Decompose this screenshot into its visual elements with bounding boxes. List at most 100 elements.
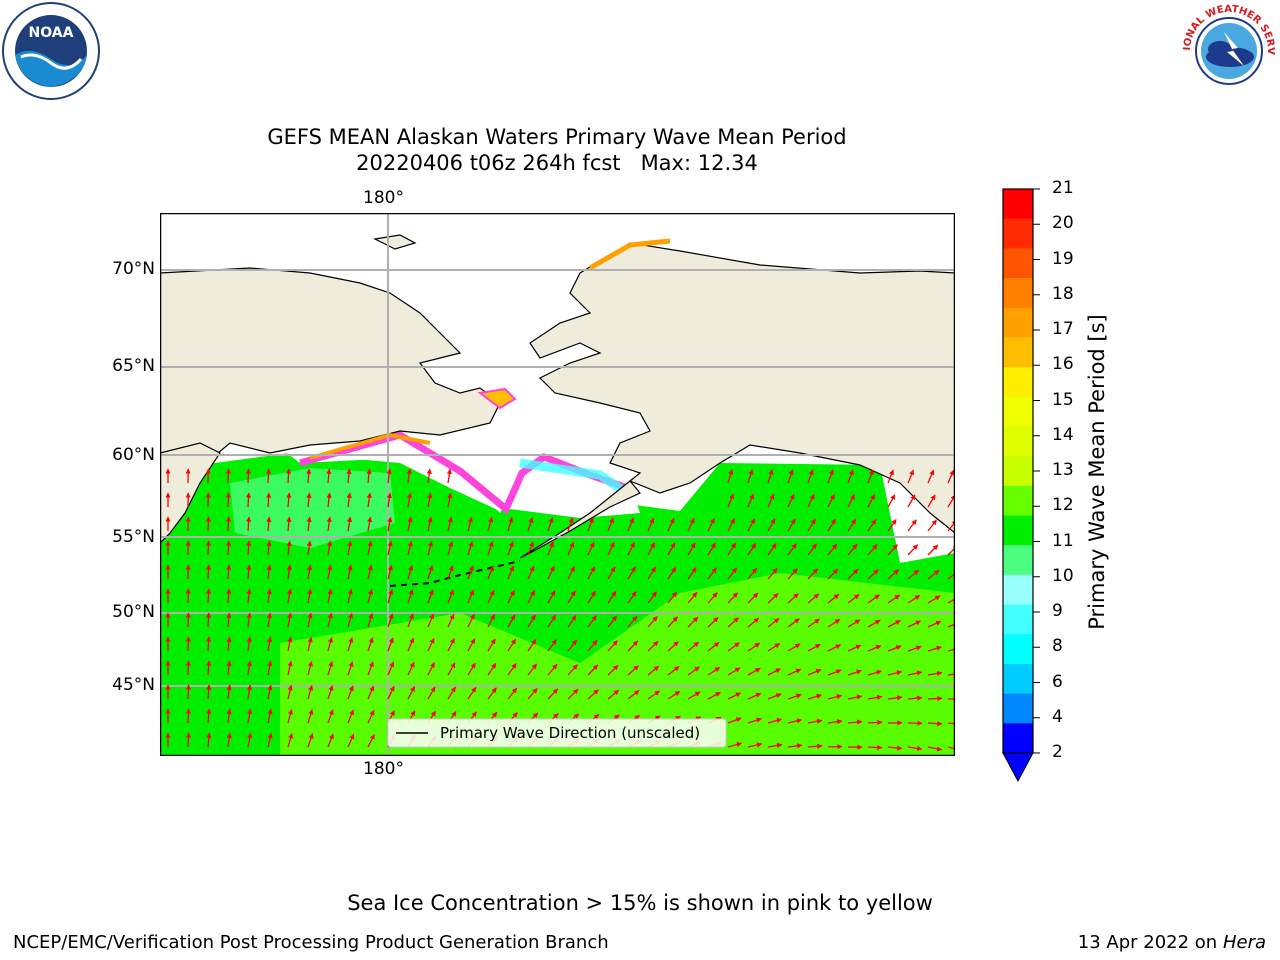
wave-arrow [507, 565, 515, 580]
wave-arrow [847, 644, 862, 652]
wave-arrow [387, 637, 394, 652]
wave-arrow [627, 665, 639, 676]
wave-arrow [687, 641, 700, 652]
wave-arrow [587, 664, 599, 676]
wave-arrow [206, 636, 212, 652]
wave-arrow [627, 542, 635, 556]
wave-arrow [447, 492, 453, 508]
wave-arrow [727, 642, 740, 652]
wave-arrow [787, 618, 800, 628]
wave-arrow [527, 590, 536, 604]
wave-arrow [347, 685, 354, 700]
wave-arrow [507, 517, 514, 532]
ocean-12s-region [280, 573, 955, 756]
wave-arrow [707, 567, 717, 580]
wave-arrow [667, 566, 677, 580]
wave-arrow [827, 494, 835, 508]
wave-arrow [927, 469, 935, 484]
wave-arrow [787, 469, 794, 484]
wave-arrow [907, 544, 919, 556]
wave-arrow [367, 540, 373, 556]
colorbar-segment [1003, 307, 1033, 338]
noaa-logo: NOAA [1, 1, 101, 101]
wave-arrow [446, 468, 452, 484]
wave-arrow [627, 591, 637, 604]
wave-arrow [367, 709, 375, 724]
wave-arrow [447, 638, 455, 652]
colorbar-segment [1003, 337, 1033, 368]
wave-arrow [627, 615, 638, 628]
colorbar-segment [1003, 189, 1033, 220]
wave-arrow [246, 636, 252, 652]
wave-arrow [827, 593, 840, 604]
wave-arrow [807, 568, 819, 580]
wave-arrow [327, 636, 333, 652]
wave-arrow [225, 492, 231, 508]
wave-arrow [727, 567, 738, 580]
wave-arrow [447, 565, 454, 580]
wave-arrow [547, 590, 556, 604]
wave-arrow [787, 543, 797, 556]
wave-arrow [225, 516, 232, 532]
wave-arrow [447, 686, 456, 700]
wave-arrow [327, 588, 333, 604]
wave-arrow [266, 588, 272, 604]
wave-arrow [727, 469, 734, 484]
colorbar-tick-label: 16 [1052, 354, 1074, 375]
wave-arrow [306, 516, 312, 532]
wave-arrow [427, 540, 433, 556]
wave-arrow [387, 540, 393, 556]
wave-arrow [467, 565, 474, 580]
wave-arrow [205, 564, 212, 580]
wave-arrow [727, 692, 742, 700]
land-alaska [529, 242, 955, 534]
colorbar-tick-label: 4 [1052, 706, 1063, 727]
lat-label-60n: 60°N [112, 445, 155, 465]
wave-arrow [367, 564, 373, 580]
wave-arrow [287, 612, 293, 628]
wave-arrow [247, 732, 253, 748]
wave-arrow [386, 468, 392, 484]
wave-arrow [847, 543, 858, 556]
wave-arrow [247, 708, 253, 724]
wave-arrow [327, 733, 334, 748]
wave-arrow [787, 493, 795, 508]
wave-arrow [487, 662, 497, 676]
wave-arrow [947, 519, 955, 532]
wave-arrow [727, 518, 736, 532]
colorbar-segment [1003, 693, 1033, 724]
wave-arrow [607, 517, 614, 532]
colorbar-label: Primary Wave Mean Period [s] [1085, 314, 1109, 630]
wave-arrow [887, 519, 897, 532]
wave-arrow [266, 540, 272, 556]
wave-arrow [907, 519, 917, 532]
wave-arrow [867, 469, 874, 484]
sea-ice-note: Sea Ice Concentration > 15% is shown in … [347, 891, 933, 915]
wave-arrow [927, 746, 943, 752]
colorbar-segment [1003, 426, 1033, 457]
colorbar-tick-label: 19 [1052, 248, 1074, 269]
colorbar-segment [1003, 545, 1033, 576]
wave-arrow [787, 743, 803, 749]
wave-arrow [607, 689, 620, 700]
wave-arrow [927, 721, 943, 727]
wave-arrow [747, 667, 761, 676]
wave-arrow [827, 719, 843, 725]
wave-arrow [867, 694, 883, 700]
wave-arrow [587, 566, 596, 580]
title-line-1: GEFS MEAN Alaskan Waters Primary Wave Me… [267, 125, 847, 149]
wave-arrow [827, 568, 839, 580]
wave-arrow [847, 494, 855, 508]
wave-arrow [547, 639, 557, 652]
wave-arrow [347, 733, 355, 748]
wave-arrow [827, 694, 843, 700]
wave-arrow [787, 718, 803, 724]
wave-arrow [727, 617, 739, 628]
wave-arrow [687, 616, 699, 628]
land-aleutians [389, 560, 521, 587]
wave-arrow [747, 469, 754, 484]
wave-arrow [587, 541, 595, 556]
wave-arrow [226, 540, 232, 556]
wave-arrow [767, 693, 782, 700]
wave-arrow [547, 541, 554, 556]
